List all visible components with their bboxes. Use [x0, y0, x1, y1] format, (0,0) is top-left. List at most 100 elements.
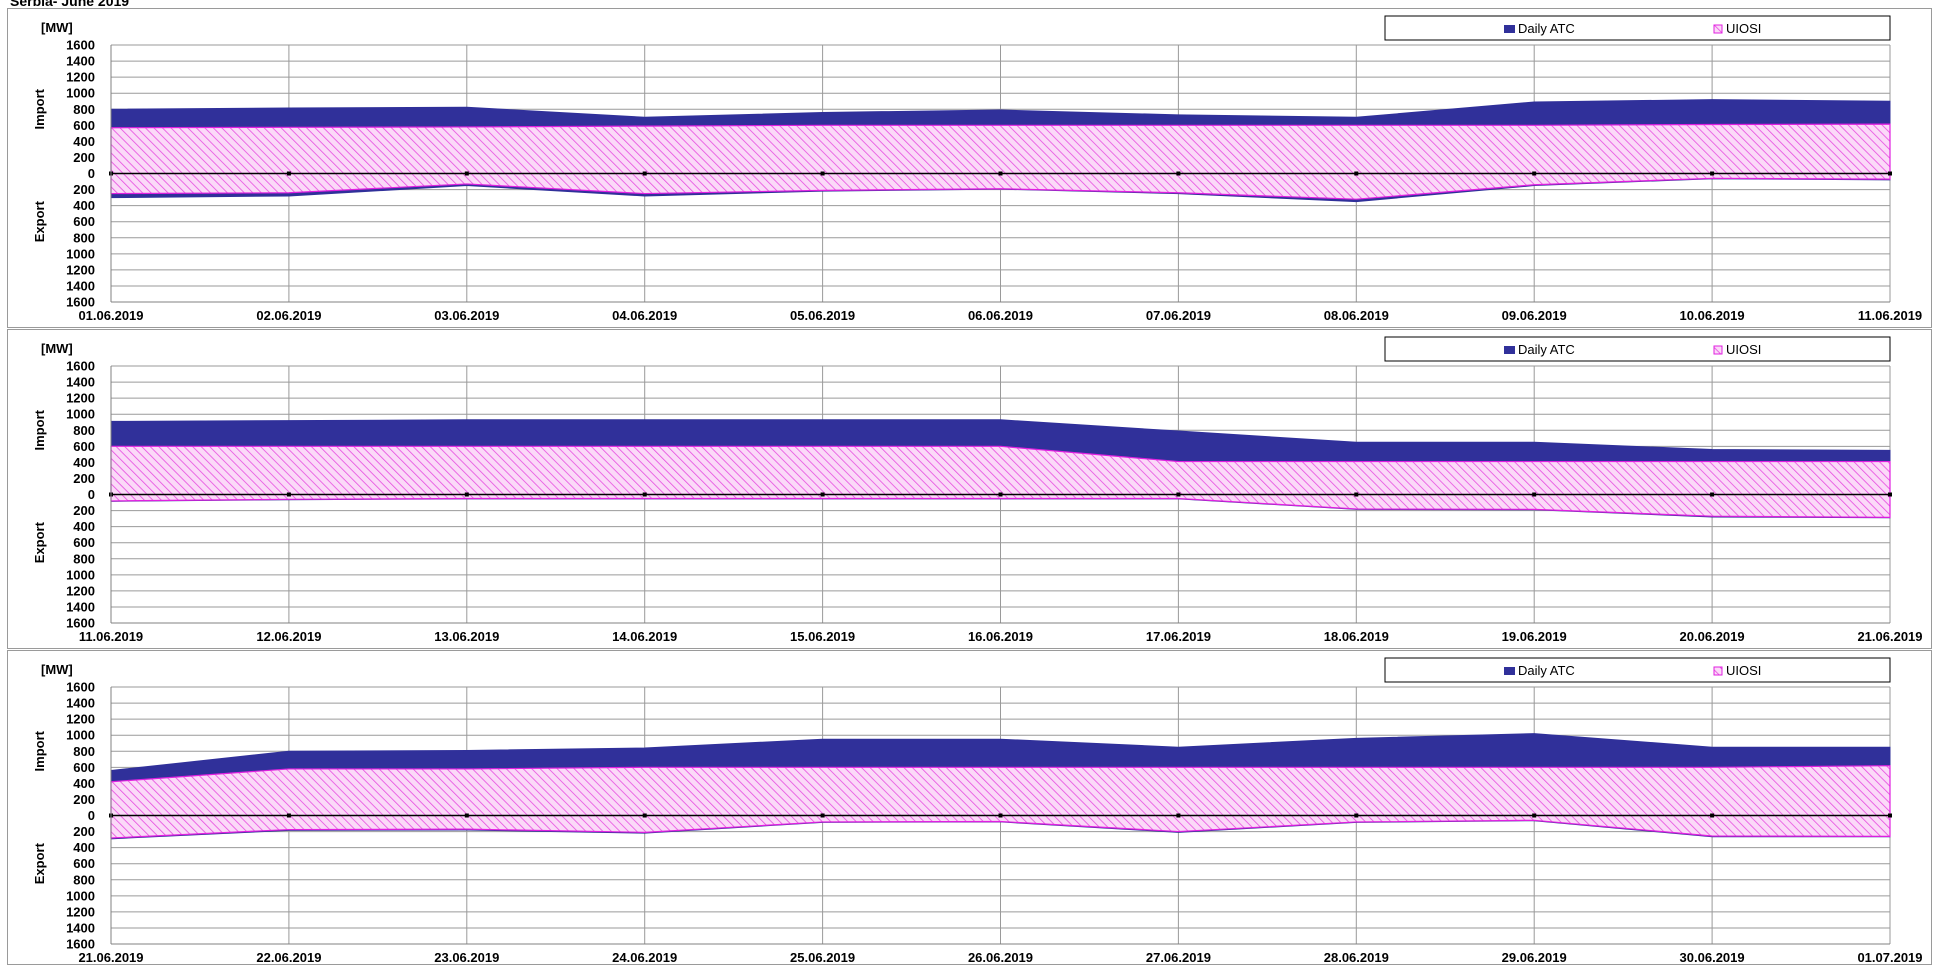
y-label-export: Export [32, 200, 47, 242]
y-tick-label: 600 [73, 535, 95, 550]
y-tick-label: 1600 [66, 295, 95, 310]
y-tick-label: 1600 [66, 937, 95, 952]
zero-marker [1710, 171, 1715, 176]
legend-label-daily-atc: Daily ATC [1518, 21, 1575, 36]
zero-marker [998, 492, 1003, 497]
x-tick-label: 16.06.2019 [968, 629, 1033, 644]
x-tick-label: 28.06.2019 [1324, 950, 1389, 965]
chart-panel-2: 1600140012001000800600400200020040060080… [7, 329, 1932, 649]
y-label-import: Import [32, 730, 47, 771]
zero-marker [1176, 171, 1181, 176]
zero-marker [820, 492, 825, 497]
y-tick-label: 1200 [66, 712, 95, 727]
y-tick-label: 200 [73, 792, 95, 807]
x-tick-label: 14.06.2019 [612, 629, 677, 644]
y-label-import: Import [32, 88, 47, 129]
y-unit-label: [MW] [41, 341, 73, 356]
y-tick-label: 1200 [66, 904, 95, 919]
zero-marker [464, 171, 469, 176]
legend-swatch-daily-atc [1504, 667, 1515, 675]
x-tick-label: 04.06.2019 [612, 308, 677, 323]
legend-swatch-uiosi [1713, 345, 1723, 355]
x-tick-label: 27.06.2019 [1146, 950, 1211, 965]
uiosi-area [110, 445, 1891, 518]
x-tick-label: 24.06.2019 [612, 950, 677, 965]
y-tick-label: 1600 [66, 359, 95, 374]
zero-marker [820, 171, 825, 176]
y-tick-label: 200 [73, 182, 95, 197]
zero-marker [1354, 171, 1359, 176]
x-tick-label: 07.06.2019 [1146, 308, 1211, 323]
zero-marker [1354, 492, 1359, 497]
x-tick-label: 03.06.2019 [434, 308, 499, 323]
legend-label-uiosi: UIOSI [1726, 342, 1761, 357]
y-tick-label: 800 [73, 744, 95, 759]
uiosi-area [110, 765, 1891, 839]
y-tick-label: 400 [73, 134, 95, 149]
zero-marker [998, 171, 1003, 176]
y-label-export: Export [32, 521, 47, 563]
x-tick-label: 12.06.2019 [256, 629, 321, 644]
y-tick-label: 1600 [66, 616, 95, 631]
zero-marker [1176, 813, 1181, 818]
zero-marker [286, 492, 291, 497]
x-tick-label: 13.06.2019 [434, 629, 499, 644]
x-tick-label: 29.06.2019 [1502, 950, 1567, 965]
legend-label-daily-atc: Daily ATC [1518, 663, 1575, 678]
x-tick-label: 08.06.2019 [1324, 308, 1389, 323]
chart-panel-1: 1600140012001000800600400200020040060080… [7, 8, 1932, 328]
y-tick-label: 1400 [66, 375, 95, 390]
y-tick-label: 1000 [66, 888, 95, 903]
y-tick-label: 600 [73, 118, 95, 133]
zero-marker [642, 813, 647, 818]
y-tick-label: 1600 [66, 680, 95, 695]
y-tick-label: 800 [73, 872, 95, 887]
y-tick-label: 800 [73, 551, 95, 566]
zero-marker [1354, 813, 1359, 818]
legend-label-uiosi: UIOSI [1726, 21, 1761, 36]
zero-marker [286, 813, 291, 818]
x-tick-label: 19.06.2019 [1502, 629, 1567, 644]
y-tick-label: 1200 [66, 262, 95, 277]
legend-box [1384, 15, 1891, 41]
y-tick-label: 1600 [66, 38, 95, 53]
y-tick-label: 600 [73, 439, 95, 454]
y-tick-label: 200 [73, 471, 95, 486]
zero-marker [998, 813, 1003, 818]
x-tick-label: 02.06.2019 [256, 308, 321, 323]
x-tick-label: 06.06.2019 [968, 308, 1033, 323]
x-tick-label: 10.06.2019 [1680, 308, 1745, 323]
y-tick-label: 1400 [66, 54, 95, 69]
y-tick-label: 400 [73, 840, 95, 855]
x-tick-label: 15.06.2019 [790, 629, 855, 644]
y-tick-label: 1000 [66, 728, 95, 743]
y-tick-label: 800 [73, 230, 95, 245]
y-unit-label: [MW] [41, 20, 73, 35]
y-unit-label: [MW] [41, 662, 73, 677]
x-tick-label: 11.06.2019 [1858, 308, 1922, 323]
zero-marker [642, 171, 647, 176]
y-tick-label: 800 [73, 102, 95, 117]
x-tick-label: 01.07.2019 [1857, 950, 1922, 965]
y-tick-label: 1200 [66, 70, 95, 85]
x-tick-label: 22.06.2019 [256, 950, 321, 965]
zero-marker [286, 171, 291, 176]
y-tick-label: 200 [73, 824, 95, 839]
legend-label-uiosi: UIOSI [1726, 663, 1761, 678]
y-tick-label: 400 [73, 455, 95, 470]
zero-marker [1532, 813, 1537, 818]
x-tick-label: 25.06.2019 [790, 950, 855, 965]
y-tick-label: 1200 [66, 391, 95, 406]
legend-swatch-uiosi [1713, 24, 1723, 34]
y-tick-label: 1200 [66, 583, 95, 598]
y-tick-label: 1400 [66, 278, 95, 293]
x-tick-label: 30.06.2019 [1680, 950, 1745, 965]
x-tick-label: 17.06.2019 [1146, 629, 1211, 644]
x-tick-label: 20.06.2019 [1680, 629, 1745, 644]
x-tick-label: 09.06.2019 [1502, 308, 1567, 323]
y-tick-label: 600 [73, 214, 95, 229]
chart-border [7, 8, 1932, 328]
y-tick-label: 0 [88, 166, 95, 181]
zero-marker [1710, 492, 1715, 497]
